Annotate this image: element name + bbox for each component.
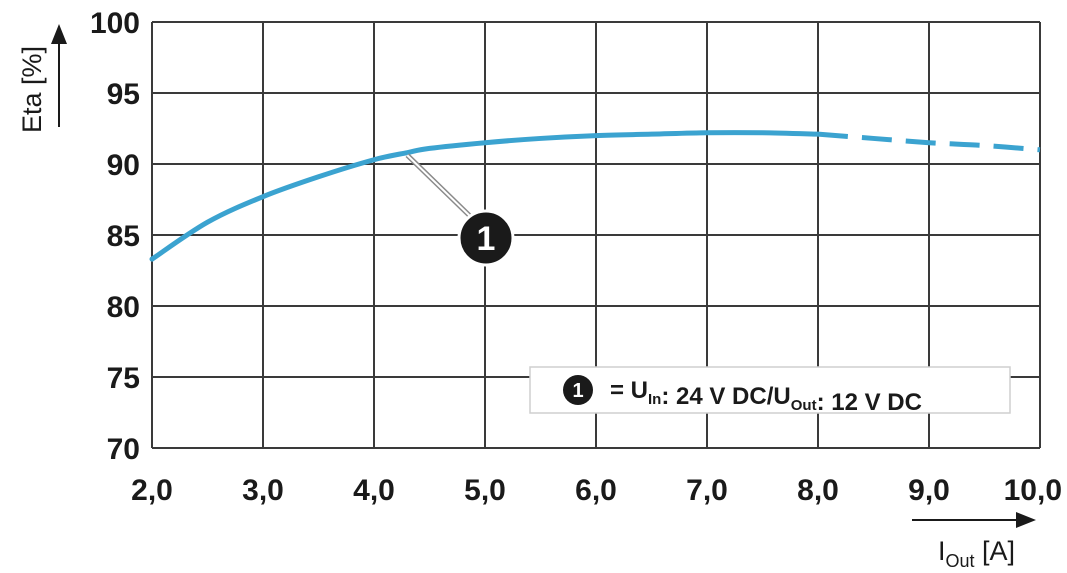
y-tick-label: 90 — [107, 149, 140, 182]
x-axis-tick-labels: 2,0 3,0 4,0 5,0 6,0 7,0 8,0 9,0 10,0 — [131, 474, 1062, 507]
annotation-marker — [457, 209, 515, 267]
y-tick-label: 75 — [107, 362, 140, 395]
chart-curves — [149, 130, 1041, 262]
y-axis-title-group: Eta [%] — [17, 24, 67, 133]
curve-annotation: 1 — [405, 153, 515, 267]
legend-text-part: = U — [610, 377, 648, 404]
legend-text-subscript: In — [648, 391, 661, 408]
legend-marker — [563, 375, 593, 405]
x-tick-label: 9,0 — [908, 474, 950, 507]
x-tick-label: 8,0 — [797, 474, 839, 507]
x-axis-title-unit: [A] — [975, 536, 1016, 566]
legend-text-part: : 24 V DC/U — [661, 383, 790, 410]
x-axis-arrow-head — [1016, 512, 1036, 528]
x-tick-label: 6,0 — [575, 474, 617, 507]
legend-entry-text: = UIn: 24 V DC/UOut: 12 V DC — [610, 377, 922, 416]
x-tick-label: 3,0 — [242, 474, 284, 507]
series-line-dashed — [817, 131, 1041, 153]
legend-box — [529, 366, 1011, 414]
x-tick-label: 2,0 — [131, 474, 173, 507]
y-tick-label: 70 — [107, 433, 140, 466]
y-axis-tick-labels: 70 75 80 85 90 95 100 — [90, 7, 140, 466]
y-tick-label: 80 — [107, 291, 140, 324]
y-axis-title: Eta [%] — [17, 46, 47, 133]
annotation-marker-label: 1 — [477, 220, 496, 258]
y-tick-label: 85 — [107, 220, 140, 253]
legend-marker-label: 1 — [572, 380, 583, 402]
x-tick-label: 5,0 — [464, 474, 506, 507]
annotation-leader-core — [406, 154, 473, 219]
x-axis-title-group: IOut [A] — [912, 512, 1036, 571]
legend-text-part: : 12 V DC — [817, 389, 922, 416]
x-axis-title: IOut [A] — [938, 536, 1015, 571]
y-axis-arrow-head — [51, 24, 67, 44]
series-line-solid — [149, 130, 821, 262]
chart-legend: 1 = UIn: 24 V DC/UOut: 12 V DC — [529, 366, 1011, 416]
legend-text-subscript: Out — [791, 397, 817, 414]
y-tick-label: 95 — [107, 78, 140, 111]
y-tick-label: 100 — [90, 7, 140, 40]
x-axis-title-subscript: Out — [946, 551, 975, 571]
x-tick-label: 4,0 — [353, 474, 395, 507]
chart-grid — [151, 21, 1041, 449]
x-tick-label: 10,0 — [1004, 474, 1062, 507]
x-tick-label: 7,0 — [686, 474, 728, 507]
x-axis-title-main: I — [938, 536, 946, 566]
